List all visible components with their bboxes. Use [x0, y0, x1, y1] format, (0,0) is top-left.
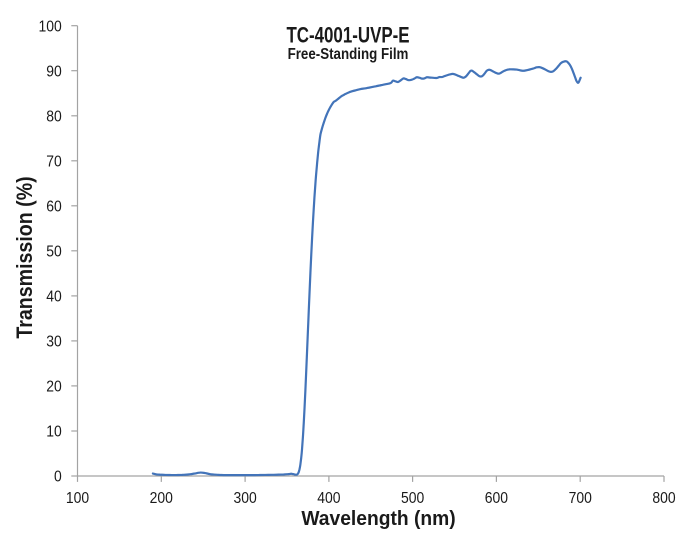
svg-text:Transmission (%): Transmission (%): [13, 176, 38, 338]
svg-text:400: 400: [317, 490, 340, 507]
svg-text:TC-4001-UVP-E: TC-4001-UVP-E: [286, 23, 409, 48]
svg-text:20: 20: [46, 379, 62, 396]
svg-text:90: 90: [46, 64, 62, 81]
svg-text:0: 0: [54, 469, 62, 486]
svg-text:100: 100: [66, 490, 89, 507]
svg-text:60: 60: [46, 199, 62, 216]
svg-text:600: 600: [485, 490, 508, 507]
svg-text:800: 800: [652, 490, 675, 507]
svg-text:700: 700: [569, 490, 592, 507]
svg-text:300: 300: [233, 490, 256, 507]
svg-text:70: 70: [46, 154, 62, 171]
svg-text:Wavelength (nm): Wavelength (nm): [301, 508, 455, 531]
svg-text:100: 100: [39, 19, 62, 36]
svg-text:10: 10: [46, 424, 62, 441]
svg-text:200: 200: [150, 490, 173, 507]
svg-text:30: 30: [46, 334, 62, 351]
svg-text:500: 500: [401, 490, 424, 507]
svg-text:40: 40: [46, 289, 62, 306]
svg-text:Free-Standing Film: Free-Standing Film: [288, 46, 409, 63]
svg-text:80: 80: [46, 109, 62, 126]
svg-text:50: 50: [46, 244, 62, 261]
